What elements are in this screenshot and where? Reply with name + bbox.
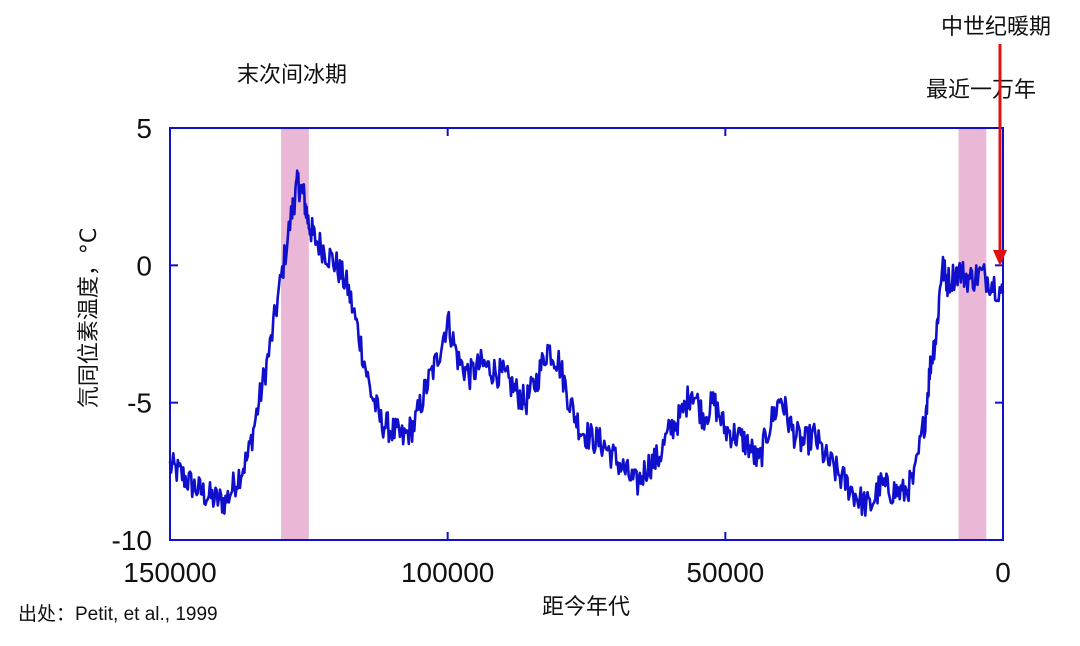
holocene-label: 最近一万年 [926,78,1036,103]
axis-ticks [169,127,1004,541]
x-tick-label: 50000 [686,557,764,588]
y-tick-label: 0 [136,250,152,281]
y-axis-title: 氘同位素温度，°C [77,228,102,408]
shaded-period-band [958,128,987,540]
temperature-series [168,169,1005,517]
y-tick-label: 5 [136,113,152,144]
plot-frame [169,127,1004,541]
x-tick-label: 150000 [123,557,216,588]
last-interglacial-label: 末次间冰期 [237,63,347,88]
x-axis-title: 距今年代 [542,595,630,620]
arrow-head-icon [993,250,1007,266]
series-line [168,169,1005,517]
x-tick-label: 0 [995,557,1011,588]
y-tick-label: -10 [112,525,152,556]
medieval-warm-period-label: 中世纪暖期 [941,15,1051,40]
y-tick-label: -5 [127,388,152,419]
source-note: 出处：Petit, et al., 1999 [18,603,218,625]
x-tick-label: 100000 [401,557,494,588]
